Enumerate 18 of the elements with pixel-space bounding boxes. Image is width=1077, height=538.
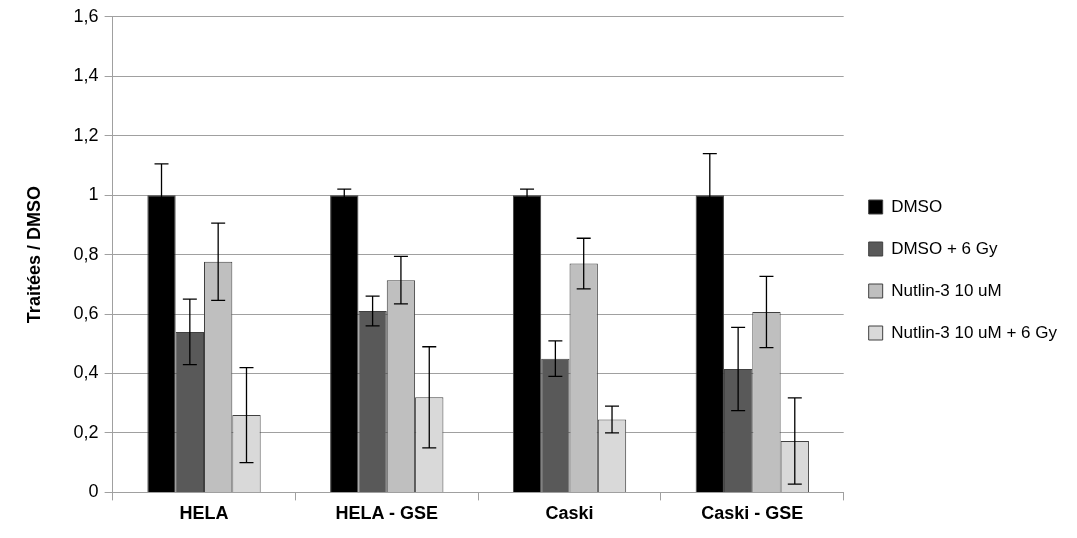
x-tick-label: HELA - GSE xyxy=(335,503,438,524)
y-tick-label: 0,2 xyxy=(73,421,99,442)
x-tick-label: Caski xyxy=(545,503,594,524)
legend-label: DMSO xyxy=(891,196,943,216)
x-tick-label: Caski - GSE xyxy=(701,503,804,524)
y-tick-label: 1,4 xyxy=(73,65,99,86)
legend-label: DMSO + 6 Gy xyxy=(891,238,998,258)
y-tick-label: 0,4 xyxy=(73,362,99,383)
y-tick-label: 1,6 xyxy=(73,5,99,26)
y-axis-title: Traitées / DMSO xyxy=(23,186,44,324)
y-tick-label: 1 xyxy=(88,184,99,205)
y-tick-label: 0,6 xyxy=(73,303,99,324)
y-tick-label: 1,2 xyxy=(73,124,99,145)
legend-label: Nutlin-3 10 uM + 6 Gy xyxy=(891,322,1058,342)
y-tick-label: 0 xyxy=(88,481,99,502)
legend-label: Nutlin-3 10 uM xyxy=(891,280,1002,300)
x-tick-label: HELA xyxy=(179,503,229,524)
y-tick-label: 0,8 xyxy=(73,243,99,264)
